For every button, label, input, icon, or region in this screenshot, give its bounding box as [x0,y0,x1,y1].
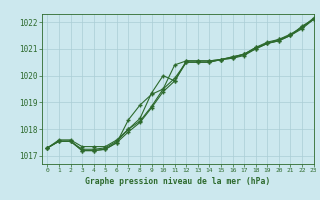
X-axis label: Graphe pression niveau de la mer (hPa): Graphe pression niveau de la mer (hPa) [85,177,270,186]
